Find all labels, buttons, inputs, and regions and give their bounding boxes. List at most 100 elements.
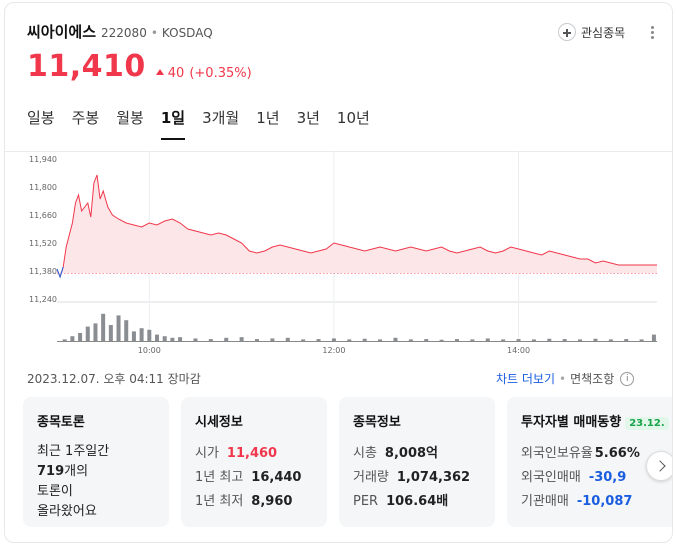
volume-bar	[301, 339, 306, 341]
quote-title: 시세정보	[195, 415, 243, 430]
stockinfo-card[interactable]: 종목정보 시총 8,008억 거래량 1,074,362 PER 106.64배	[339, 397, 495, 527]
disclaimer-link[interactable]: 면책조항	[570, 372, 615, 386]
info-icon[interactable]: i	[620, 371, 635, 386]
volume-bar	[501, 339, 506, 341]
volume-bar	[70, 336, 75, 341]
volume-bar	[393, 337, 398, 341]
stock-code: 222080	[101, 26, 147, 40]
quote-value: 11,460	[226, 446, 278, 461]
investor-title: 투자자별 매매동향 23.12.	[521, 411, 672, 430]
x-tick-label: 10:00	[138, 346, 161, 355]
chart-more-link[interactable]: 차트 더보기	[496, 372, 556, 386]
tab-monthly[interactable]: 월봉	[116, 109, 144, 127]
discussion-card[interactable]: 종목토론 최근 1주일간 719개의 토론이 올라왔어요	[23, 397, 169, 527]
volume-bar	[408, 339, 413, 341]
investor-title-text: 투자자별 매매동향	[521, 415, 622, 430]
volume-bar	[101, 313, 106, 341]
stock-name[interactable]: 씨아이에스	[27, 23, 97, 41]
quote-card[interactable]: 시세정보 시가 11,460 1년 최고 16,440 1년 최저 8,960	[181, 397, 327, 527]
tab-daily[interactable]: 일봉	[27, 109, 55, 127]
price-chart-svg: 10:00 12:00 14:00 11,940 11,800 11,660 11,520 1…	[5, 151, 672, 355]
x-tick-label: 12:00	[322, 346, 345, 355]
link-separator: •	[559, 371, 567, 386]
volume-bar	[593, 338, 598, 341]
volume-bar	[93, 323, 98, 341]
volume-bar	[547, 338, 552, 341]
volume-bar	[131, 331, 136, 341]
volume-bar	[224, 337, 229, 341]
next-cards-button[interactable]	[646, 451, 672, 481]
quote-key: 1년 최저	[195, 494, 244, 509]
chart-links: 차트 더보기 • 면책조항 i	[496, 370, 635, 387]
x-tick-label: 14:00	[507, 346, 530, 355]
change-amount: 40	[167, 65, 185, 81]
price-chart[interactable]: 10:00 12:00 14:00 11,940 11,800 11,660 11,520 1…	[5, 151, 672, 363]
price-change: 40 (+0.35%)	[155, 65, 252, 81]
price-area-fill	[57, 175, 657, 277]
volume-bar	[378, 339, 383, 341]
price-line	[56, 174, 657, 279]
investor-key: 외국인보유율	[521, 446, 593, 461]
volume-bar	[285, 337, 290, 341]
volume-bar	[316, 339, 321, 341]
header-separator: •	[150, 26, 158, 40]
quote-row-open: 시가 11,460	[195, 442, 313, 466]
stock-card: 씨아이에스 222080 • KOSDAQ 11,410 40 (+0.35%)…	[4, 2, 673, 543]
quote-key: 시가	[195, 446, 219, 461]
price-line-below-reference	[56, 266, 64, 279]
volume-bar	[139, 328, 144, 341]
stockinfo-key: 거래량	[353, 470, 389, 485]
volume-bar	[62, 339, 67, 341]
discussion-count-suffix: 개의	[64, 464, 89, 479]
volume-bar	[624, 339, 629, 341]
favorite-label: 관심종목	[581, 25, 626, 40]
volume-bar	[193, 338, 198, 341]
volume-bar	[124, 320, 129, 341]
discussion-line2: 719개의	[37, 462, 155, 482]
tab-3year[interactable]: 3년	[296, 109, 320, 127]
stockinfo-row-volume: 거래량 1,074,362	[353, 466, 481, 490]
volume-bar	[531, 339, 536, 341]
current-price: 11,410	[27, 49, 146, 84]
investor-card[interactable]: 투자자별 매매동향 23.12. 외국인보유율 5.66% 외국인매매 -30,9 기…	[507, 397, 672, 527]
discussion-title: 종목토론	[37, 415, 85, 430]
volume-bar	[424, 339, 429, 341]
tab-1day[interactable]: 1일	[160, 107, 186, 140]
discussion-line4: 올라왔어요	[37, 504, 97, 519]
tab-1year[interactable]: 1년	[256, 109, 280, 127]
market-name: KOSDAQ	[161, 26, 213, 40]
quote-row-high: 1년 최고 16,440	[195, 466, 313, 490]
volume-bar	[651, 334, 656, 341]
volume-bar	[347, 339, 352, 341]
investor-row-foreign-ratio: 외국인보유율 5.66%	[521, 442, 672, 466]
stockinfo-value: 1,074,362	[396, 470, 471, 485]
volume-bar	[439, 339, 444, 341]
volume-bar	[208, 339, 213, 341]
stock-header: 씨아이에스 222080 • KOSDAQ	[27, 21, 213, 42]
change-percent: (+0.35%)	[189, 65, 252, 81]
stockinfo-value: 8,008억	[384, 446, 439, 461]
investor-value: -30,9	[588, 470, 627, 485]
y-tick-label: 11,520	[29, 239, 57, 248]
stockinfo-row-marketcap: 시총 8,008억	[353, 442, 481, 466]
discussion-line3: 토론이	[37, 484, 73, 499]
investor-key: 외국인매매	[521, 470, 581, 485]
volume-bar	[78, 333, 83, 341]
volume-bar	[162, 336, 167, 341]
quote-value: 16,440	[251, 470, 302, 485]
tab-3month[interactable]: 3개월	[202, 109, 240, 127]
volume-bar	[455, 339, 459, 341]
volume-bar	[578, 339, 583, 341]
tab-10year[interactable]: 10년	[336, 109, 370, 127]
investor-row-institution-trade: 기관매매 -10,087	[521, 490, 672, 514]
stockinfo-title: 종목정보	[353, 415, 401, 430]
tab-weekly[interactable]: 주봉	[71, 109, 100, 127]
add-favorite-button[interactable]: 관심종목	[558, 23, 625, 41]
stockinfo-key: PER	[353, 494, 379, 509]
kebab-icon[interactable]	[649, 25, 655, 41]
market-close-datetime: 2023.12.07. 오후 04:11 장마감	[27, 372, 201, 386]
stockinfo-value: 106.64배	[386, 494, 449, 509]
price-row: 11,410 40 (+0.35%)	[27, 49, 252, 84]
volume-bar	[155, 334, 159, 341]
volume-bar	[562, 339, 567, 341]
